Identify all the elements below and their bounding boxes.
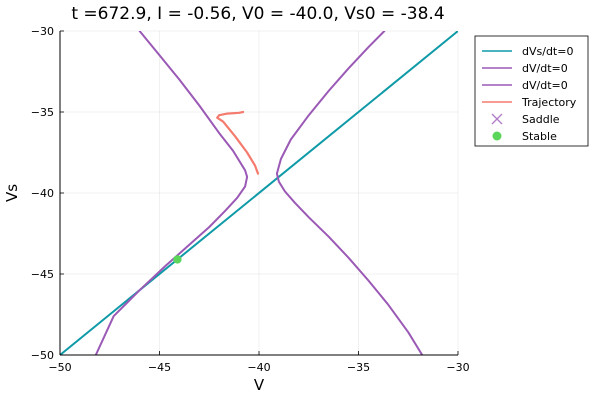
chart-title: t =672.9, I = -0.56, V0 = -40.0, Vs0 = -… <box>71 4 444 24</box>
series-line-dv-dt-0-2 <box>275 31 424 355</box>
series-line-dvs-dt-0-0 <box>60 31 458 355</box>
y-tick-label: −45 <box>31 268 54 281</box>
x-axis-title: V <box>254 376 265 394</box>
x-tick-label: −45 <box>148 361 171 374</box>
legend-swatch-dot-marker <box>492 131 502 141</box>
x-axis-ticks: −50 −45 −40 −35 −30 <box>48 351 470 374</box>
legend-box <box>474 35 589 147</box>
series-line-dv-dt-0-1 <box>94 31 249 355</box>
y-axis-ticks: −50 −45 −40 −35 −30 <box>31 25 64 362</box>
x-tick-label: −40 <box>247 361 270 374</box>
legend-label: dV/dt=0 <box>522 79 568 92</box>
series-line-trajectory-3 <box>216 110 260 175</box>
x-tick-label: −30 <box>446 361 469 374</box>
legend-label: dV/dt=0 <box>522 62 568 75</box>
y-tick-label: −50 <box>31 349 54 362</box>
legend-label: Saddle <box>522 113 560 126</box>
legend-label: Stable <box>522 130 557 143</box>
legend-label: dVs/dt=0 <box>522 45 573 58</box>
y-tick-label: −40 <box>31 187 54 200</box>
x-tick-label: −50 <box>48 361 71 374</box>
plot-area <box>59 30 459 356</box>
x-tick-label: −35 <box>347 361 370 374</box>
y-axis-title: Vs <box>3 184 21 202</box>
legend: dVs/dt=0 dV/dt=0 dV/dt=0 Trajectory Saddle St… <box>474 35 589 147</box>
series-layer <box>60 31 458 355</box>
legend-swatch-x-marker <box>491 113 503 125</box>
stable-point-marker <box>173 255 182 264</box>
y-tick-label: −30 <box>31 25 54 38</box>
legend-label: Trajectory <box>521 96 577 109</box>
y-tick-label: −35 <box>31 106 54 119</box>
